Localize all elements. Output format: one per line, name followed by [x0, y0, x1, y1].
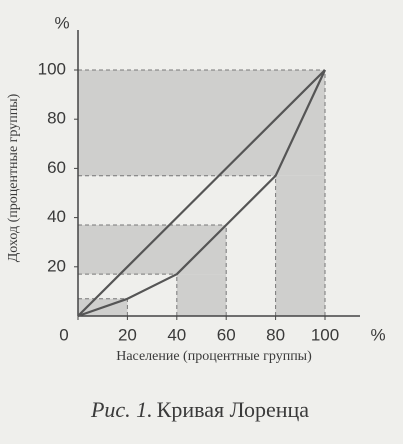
y-tick-label: 60 — [47, 158, 66, 177]
x-tick-label: 0 — [59, 325, 68, 344]
shading — [78, 70, 325, 316]
y-tick-label: 20 — [47, 256, 66, 275]
y-axis-title: Доход (процентные группы) — [6, 93, 21, 262]
y-tick-label: 100 — [38, 59, 66, 78]
x-tick-label: 100 — [311, 325, 339, 344]
guides — [78, 69, 326, 316]
x-axis-title: Население (процентные группы) — [116, 349, 312, 364]
caption-label: Рис. 1. — [90, 397, 153, 422]
caption: Рис. 1. Кривая Лоренца — [90, 397, 309, 422]
equality-line — [77, 69, 326, 317]
chart-title: Кривая Лоренца — [157, 397, 310, 422]
y-tick-label: 40 — [47, 207, 66, 226]
x-tick-label: 40 — [167, 325, 186, 344]
x-unit: % — [370, 325, 385, 344]
shade-band — [78, 224, 227, 275]
shade-column — [275, 175, 325, 316]
shade-column — [176, 274, 227, 316]
y-unit: % — [54, 13, 69, 32]
y-tick-label: 80 — [47, 109, 66, 128]
lorenz-curve — [77, 69, 326, 318]
x-tick-label: 80 — [266, 325, 285, 344]
x-tick-label: 20 — [118, 325, 137, 344]
shade-band — [78, 70, 325, 176]
x-tick-label: 60 — [217, 325, 236, 344]
